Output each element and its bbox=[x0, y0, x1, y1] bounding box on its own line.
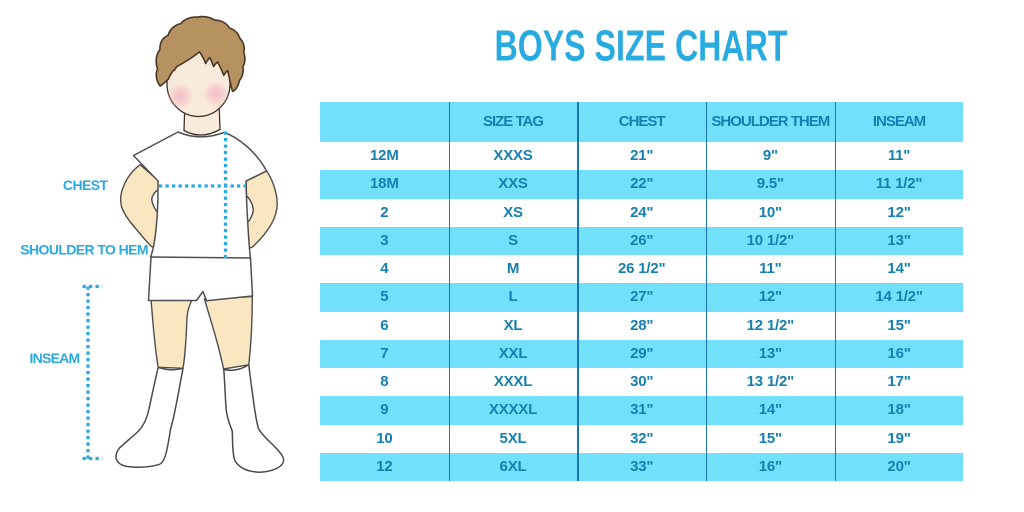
svg-text:SHOULDER TO HEM: SHOULDER TO HEM bbox=[20, 242, 148, 258]
svg-text:BOYS SIZE CHART: BOYS SIZE CHART bbox=[495, 23, 788, 71]
svg-text:CHEST: CHEST bbox=[63, 177, 109, 193]
svg-text:INSEAM: INSEAM bbox=[30, 350, 81, 366]
